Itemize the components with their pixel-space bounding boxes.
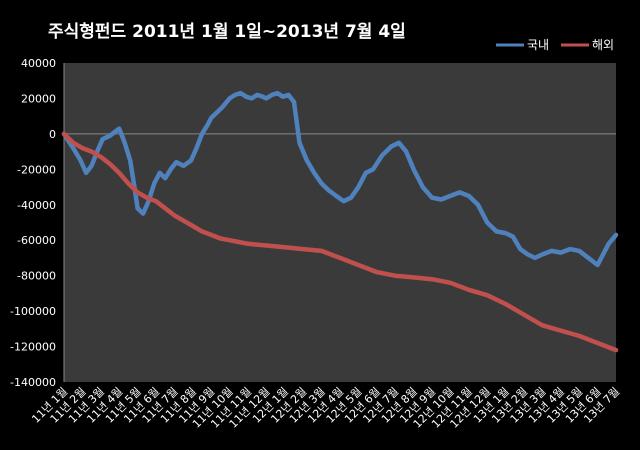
chart-title: 주식형펀드 2011년 1월 1일~2013년 7월 4일: [48, 21, 406, 42]
y-tick-label: 20000: [21, 92, 56, 105]
y-axis: 40000 20000 0 -20000 -40000 -60000 -80000 -1000…: [10, 57, 65, 389]
legend: 국내 해외: [496, 38, 614, 52]
legend-label-foreign: 해외: [592, 38, 614, 52]
y-tick-label: 0: [49, 128, 56, 141]
y-tick-label: -60000: [17, 234, 56, 247]
y-tick-label: -100000: [10, 305, 56, 318]
y-tick-label: -120000: [10, 341, 56, 354]
y-tick-label: -80000: [17, 270, 56, 283]
series-layer: [61, 90, 619, 353]
y-tick-label: -40000: [17, 199, 56, 212]
plot-area: [64, 63, 616, 382]
legend-label-domestic: 국내: [527, 38, 549, 52]
y-tick-label: 40000: [21, 57, 56, 70]
series-foreign-line: [61, 131, 619, 353]
y-tick-label: -140000: [10, 376, 56, 389]
y-tick-label: -20000: [17, 163, 56, 176]
series-domestic-line: [61, 90, 619, 268]
